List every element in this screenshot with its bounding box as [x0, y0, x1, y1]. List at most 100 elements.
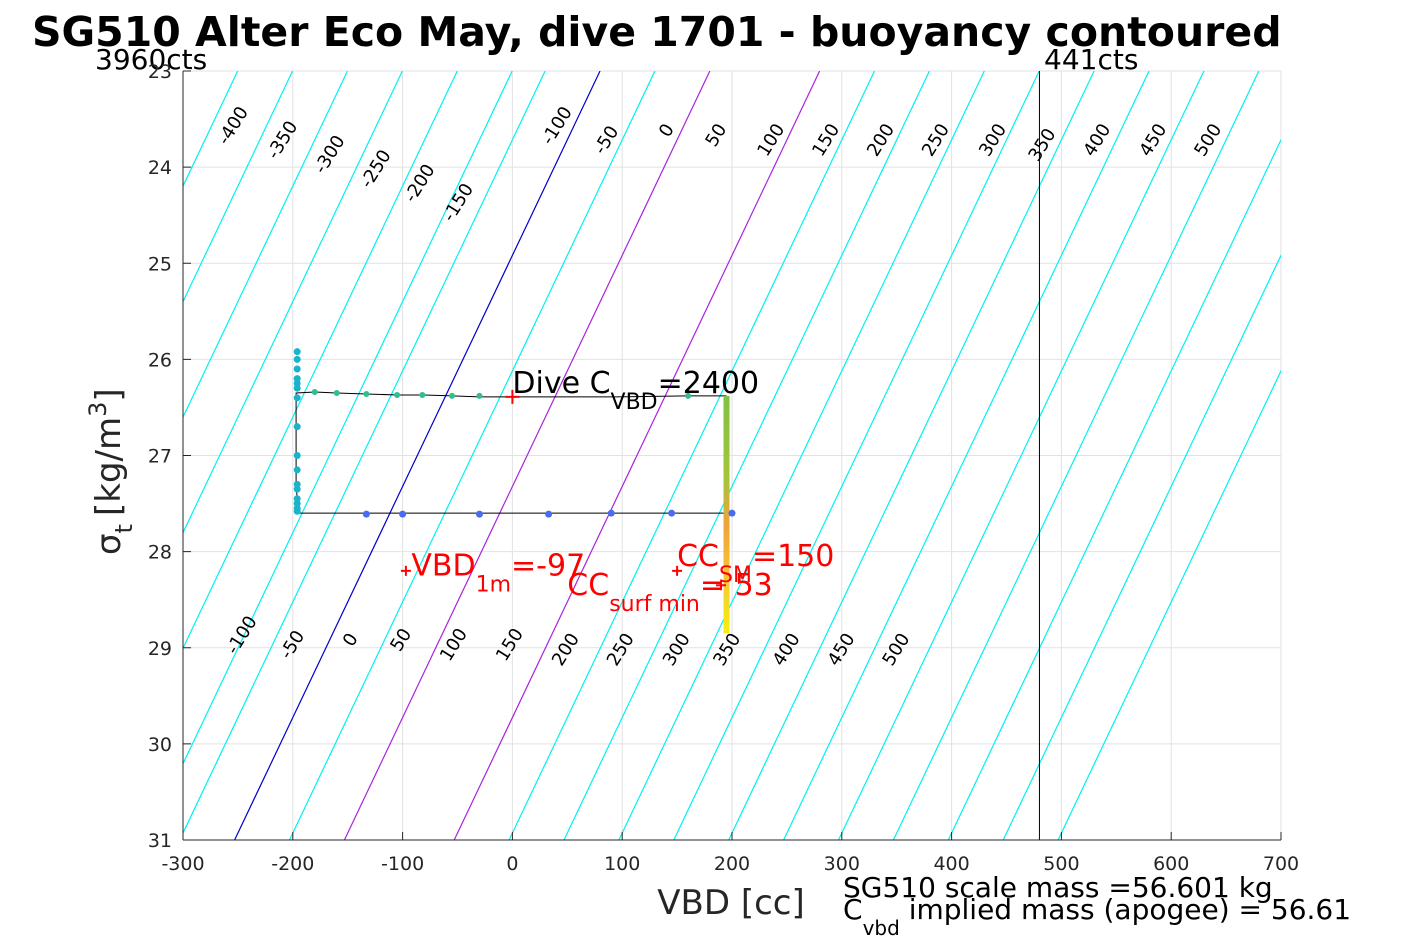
top-contour-label: 200: [863, 120, 899, 160]
bottom-contour-label: 100: [436, 625, 472, 665]
contour-line: [183, 71, 349, 419]
x-tick-label: 600: [1153, 853, 1189, 875]
top-contour-label: 500: [1190, 120, 1226, 160]
x-tick-label: 100: [604, 853, 640, 875]
contour-line: [728, 71, 1095, 840]
chart-title: SG510 Alter Eco May, dive 1701 - buoyanc…: [32, 8, 1282, 56]
green-data-point: [311, 389, 318, 396]
apogee-color-column: [723, 395, 730, 634]
y-axis-label: σt [kg/m3]: [84, 388, 138, 555]
cc-surf-annotation: CCsurf min= 53: [567, 568, 772, 617]
blue-data-point: [668, 509, 676, 517]
teal-data-point: [293, 504, 301, 512]
vbd-1m-annotation: VBD1m=-97: [411, 549, 585, 598]
scale-mass-text: SG510 scale mass =56.601 kg: [843, 871, 1273, 904]
contour-line: [892, 71, 1260, 840]
implied-mass-prefix: C: [843, 893, 863, 926]
dive-c-vbd-annotation-pre: Dive C: [512, 366, 610, 401]
vbd-1m-annotation-pre: VBD: [411, 549, 475, 584]
x-tick-label: 700: [1263, 853, 1299, 875]
dive-c-vbd-marker: [505, 389, 520, 404]
top-contour-label: -150: [439, 180, 478, 226]
top-contour-label: -100: [537, 103, 576, 149]
teal-data-point: [293, 355, 301, 363]
contour-layer: [183, 71, 1281, 840]
top-contour-label: 350: [1024, 125, 1060, 165]
contour-line: [673, 71, 1040, 840]
bottom-contour-label: 400: [769, 630, 805, 670]
green-data-point: [363, 390, 370, 397]
blue-data-point: [362, 510, 370, 518]
cc-sm-annotation: CCSM=150: [677, 539, 834, 588]
teal-data-point: [293, 423, 301, 431]
teal-data-point: [293, 495, 301, 503]
dive-c-vbd-annotation: Dive CVBD=2400: [512, 366, 759, 415]
top-contour-label: 150: [808, 120, 844, 160]
green-data-point: [419, 391, 426, 398]
top-contour-label: 100: [753, 120, 789, 160]
y-label-sigma: σ: [89, 533, 129, 555]
cc-sm-annotation-pre: CC: [677, 539, 719, 574]
teal-data-point: [293, 384, 301, 392]
blue-data-point: [607, 509, 615, 517]
green-data-point: [333, 390, 340, 397]
y-tick-label: 29: [148, 638, 172, 660]
bottom-contour-label: 500: [878, 630, 914, 670]
bottom-contour-label: 450: [824, 630, 860, 670]
contour-line: [343, 71, 711, 840]
top-contour-label: 0: [655, 120, 679, 141]
green-data-point: [449, 392, 456, 399]
contour-line: [183, 71, 294, 304]
cc-sm-annotation-post: =150: [752, 539, 834, 574]
contour-line: [453, 71, 821, 840]
blue-data-point: [728, 509, 736, 517]
contour-line: [1002, 253, 1281, 840]
top-contour-label: -250: [356, 146, 395, 192]
bottom-contour-label: 150: [492, 625, 528, 665]
vbd-1m-annotation-sub: 1m: [476, 573, 511, 598]
top-contour-label: 250: [918, 120, 954, 160]
teal-data-point: [293, 500, 301, 508]
teal-data-point: [293, 394, 301, 402]
contour-line: [1057, 369, 1281, 840]
contour-line: [508, 71, 876, 840]
x-tick-label: -300: [161, 853, 204, 875]
contour-line: [947, 138, 1281, 840]
top-contour-label: 50: [701, 120, 731, 151]
teal-data-point: [293, 452, 301, 459]
teal-data-point: [293, 466, 301, 474]
bottom-contour-label: 300: [659, 630, 695, 670]
contour-line: [618, 71, 985, 840]
green-data-point: [476, 392, 483, 399]
cc-sm-annotation-sub: SM: [719, 563, 752, 588]
teal-data-point: [293, 480, 301, 488]
dive-c-vbd-annotation-sub: VBD: [611, 390, 658, 415]
y-tick-label: 27: [148, 446, 172, 468]
contour-line: [837, 71, 1205, 840]
y-label-sub: t: [110, 524, 138, 533]
green-data-point: [394, 391, 401, 398]
annotation-layer: -400 -350 -300 -250 -200-150-100 -50 0 50 100 150…: [214, 103, 1227, 670]
bottom-contour-label: -50: [276, 627, 309, 663]
y-tick-label: 23: [148, 61, 172, 83]
blue-data-point: [545, 510, 553, 518]
bottom-contour-label: 200: [548, 630, 584, 670]
top-contour-label: 300: [975, 120, 1011, 160]
cc-surf-annotation-pre: CC: [567, 568, 609, 603]
y-tick-label: 30: [148, 734, 172, 756]
y-tick-label: 25: [148, 253, 172, 275]
cc-surf-annotation-post: = 53: [700, 568, 773, 603]
teal-data-point: [293, 375, 301, 383]
contour-line: [783, 71, 1150, 840]
x-tick-label: 400: [933, 853, 969, 875]
dive-c-vbd-annotation-post: =2400: [658, 366, 759, 401]
vbd-1m-annotation-post: =-97: [511, 549, 585, 584]
contour-line: [183, 71, 458, 650]
implied-mass-body: implied mass (apogee) = 56.61: [899, 893, 1352, 926]
cc-sm-marker: [672, 565, 683, 576]
contour-line: [183, 71, 403, 535]
data-layer: [293, 71, 1040, 840]
x-tick-label: 500: [1043, 853, 1079, 875]
x-tick-label: 0: [506, 853, 518, 875]
y-tick-label: 24: [148, 157, 172, 179]
